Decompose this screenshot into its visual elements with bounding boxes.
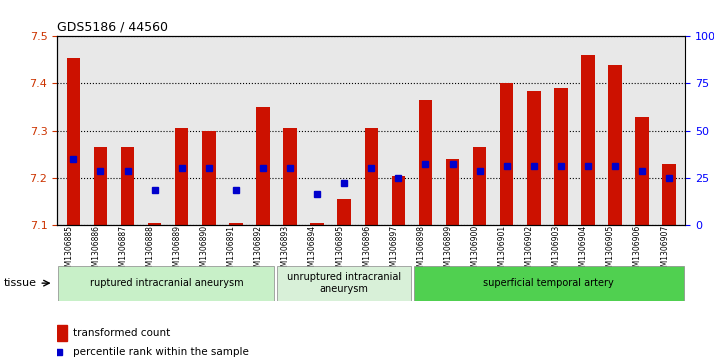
Bar [418,100,432,225]
Text: GSM1306889: GSM1306889 [173,225,181,276]
Text: GSM1306896: GSM1306896 [362,225,371,276]
Text: GSM1306887: GSM1306887 [119,225,128,276]
Text: superficial temporal artery: superficial temporal artery [483,278,614,288]
Text: GSM1306897: GSM1306897 [389,225,398,276]
Text: ruptured intracranial aneurysm: ruptured intracranial aneurysm [89,278,243,288]
Bar [365,128,378,225]
Bar [500,83,513,225]
Text: percentile rank within the sample: percentile rank within the sample [73,347,248,357]
Bar [527,90,540,225]
Bar [57,325,66,341]
Text: GSM1306904: GSM1306904 [579,225,588,276]
Text: GSM1306907: GSM1306907 [660,225,669,276]
Text: unruptured intracranial
aneurysm: unruptured intracranial aneurysm [287,272,401,294]
Bar [311,223,324,225]
Text: GSM1306906: GSM1306906 [633,225,642,276]
Bar [94,147,107,225]
Bar [338,199,351,225]
Bar [635,117,649,225]
FancyBboxPatch shape [277,266,411,301]
Text: GDS5186 / 44560: GDS5186 / 44560 [57,21,168,34]
Text: GSM1306899: GSM1306899 [443,225,453,276]
Text: GSM1306892: GSM1306892 [254,225,263,276]
Text: GSM1306905: GSM1306905 [606,225,615,276]
Text: GSM1306891: GSM1306891 [227,225,236,276]
Bar [391,175,405,225]
Bar [581,55,595,225]
Bar [608,65,622,225]
Bar [663,164,676,225]
Bar [283,128,297,225]
Text: GSM1306893: GSM1306893 [281,225,290,276]
Text: GSM1306903: GSM1306903 [552,225,561,276]
Bar [121,147,134,225]
Bar [473,147,486,225]
Text: GSM1306890: GSM1306890 [200,225,208,276]
Text: GSM1306900: GSM1306900 [471,225,480,276]
Bar [554,88,568,225]
Bar [202,131,216,225]
Text: GSM1306894: GSM1306894 [308,225,317,276]
Bar [256,107,270,225]
Text: GSM1306895: GSM1306895 [335,225,344,276]
Bar [446,159,459,225]
Text: tissue: tissue [4,278,36,288]
Text: GSM1306885: GSM1306885 [64,225,74,276]
Bar [66,57,80,225]
Text: GSM1306888: GSM1306888 [146,225,155,276]
Bar [175,128,188,225]
FancyBboxPatch shape [413,266,684,301]
Text: GSM1306901: GSM1306901 [498,225,507,276]
Bar [229,223,243,225]
FancyBboxPatch shape [59,266,274,301]
Text: GSM1306902: GSM1306902 [525,225,534,276]
Text: GSM1306886: GSM1306886 [91,225,101,276]
Bar [148,223,161,225]
Text: GSM1306898: GSM1306898 [416,225,426,276]
Text: transformed count: transformed count [73,328,170,338]
